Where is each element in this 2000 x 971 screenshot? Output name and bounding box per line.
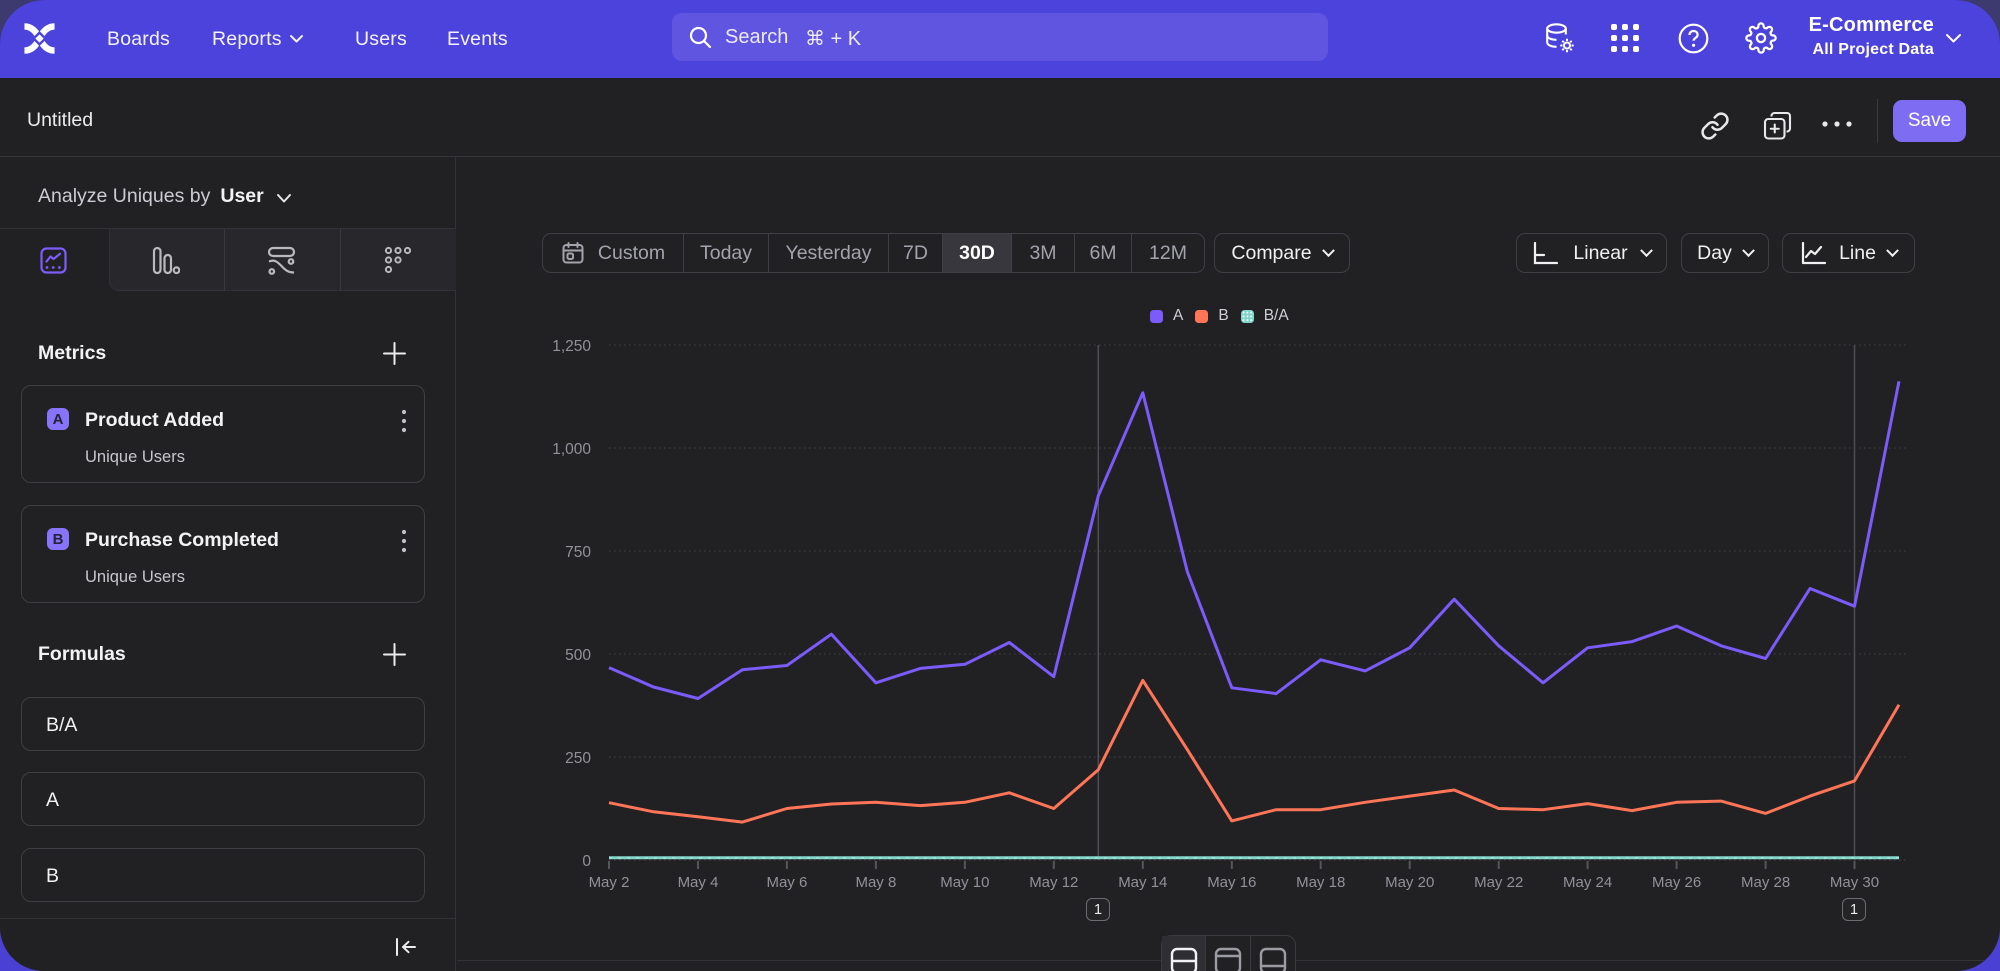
svg-text:0: 0 — [582, 853, 591, 870]
svg-text:May 14: May 14 — [1118, 874, 1167, 891]
svg-text:May 6: May 6 — [766, 874, 807, 891]
svg-text:May 28: May 28 — [1741, 874, 1790, 891]
svg-text:1,250: 1,250 — [552, 338, 591, 355]
svg-text:May 8: May 8 — [855, 874, 896, 891]
svg-text:May 18: May 18 — [1296, 874, 1345, 891]
svg-text:May 10: May 10 — [940, 874, 989, 891]
svg-text:May 20: May 20 — [1385, 874, 1434, 891]
svg-text:500: 500 — [565, 647, 591, 664]
svg-text:May 24: May 24 — [1563, 874, 1612, 891]
svg-text:May 22: May 22 — [1474, 874, 1523, 891]
svg-text:May 16: May 16 — [1207, 874, 1256, 891]
svg-text:250: 250 — [565, 750, 591, 767]
svg-text:May 2: May 2 — [589, 874, 630, 891]
svg-text:May 12: May 12 — [1029, 874, 1078, 891]
svg-text:May 30: May 30 — [1830, 874, 1879, 891]
svg-text:1,000: 1,000 — [552, 441, 591, 458]
svg-text:May 26: May 26 — [1652, 874, 1701, 891]
svg-text:May 4: May 4 — [678, 874, 719, 891]
svg-text:750: 750 — [565, 544, 591, 561]
